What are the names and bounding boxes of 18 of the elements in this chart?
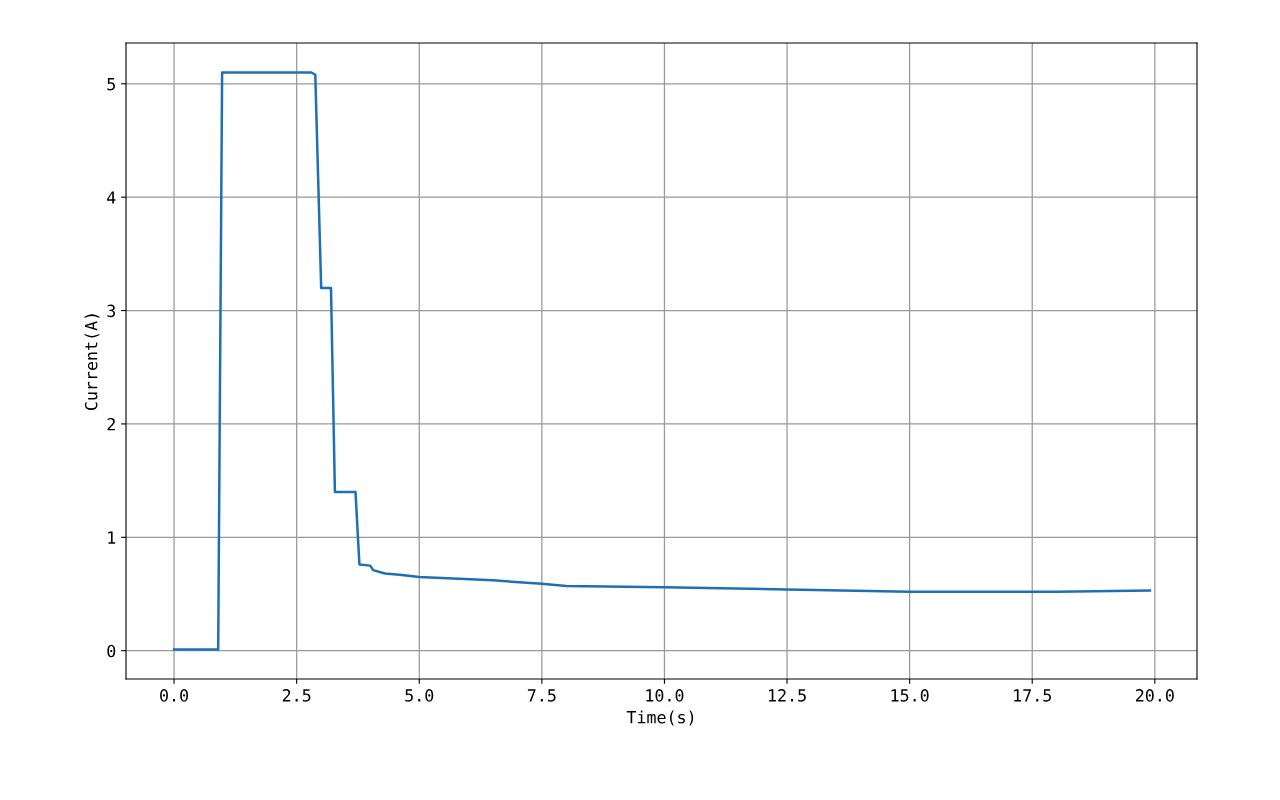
x-tick-label: 20.0 xyxy=(1136,689,1174,702)
x-tick-label: 17.5 xyxy=(1014,689,1051,702)
y-axis-title: Current(A) xyxy=(84,314,100,411)
y-tick-label: 4 xyxy=(107,191,116,204)
x-axis-title: Time(s) xyxy=(626,710,694,726)
x-tick-label: 5.0 xyxy=(405,689,434,702)
y-tick-label: 1 xyxy=(108,531,116,544)
x-tick-label: 15.0 xyxy=(891,689,929,702)
y-tick-label: 3 xyxy=(107,304,116,318)
x-tick-label: 7.5 xyxy=(527,689,556,702)
y-tick-label: 5 xyxy=(107,78,115,91)
y-tick-label: 0 xyxy=(107,644,116,658)
x-tick-label: 10.0 xyxy=(646,689,684,702)
line-series xyxy=(172,71,1152,651)
x-tick-label: 2.5 xyxy=(282,689,311,702)
y-tick-label: 2 xyxy=(107,417,115,431)
x-tick-label: 12.5 xyxy=(768,689,806,702)
x-tick-label: 0.0 xyxy=(160,689,189,702)
